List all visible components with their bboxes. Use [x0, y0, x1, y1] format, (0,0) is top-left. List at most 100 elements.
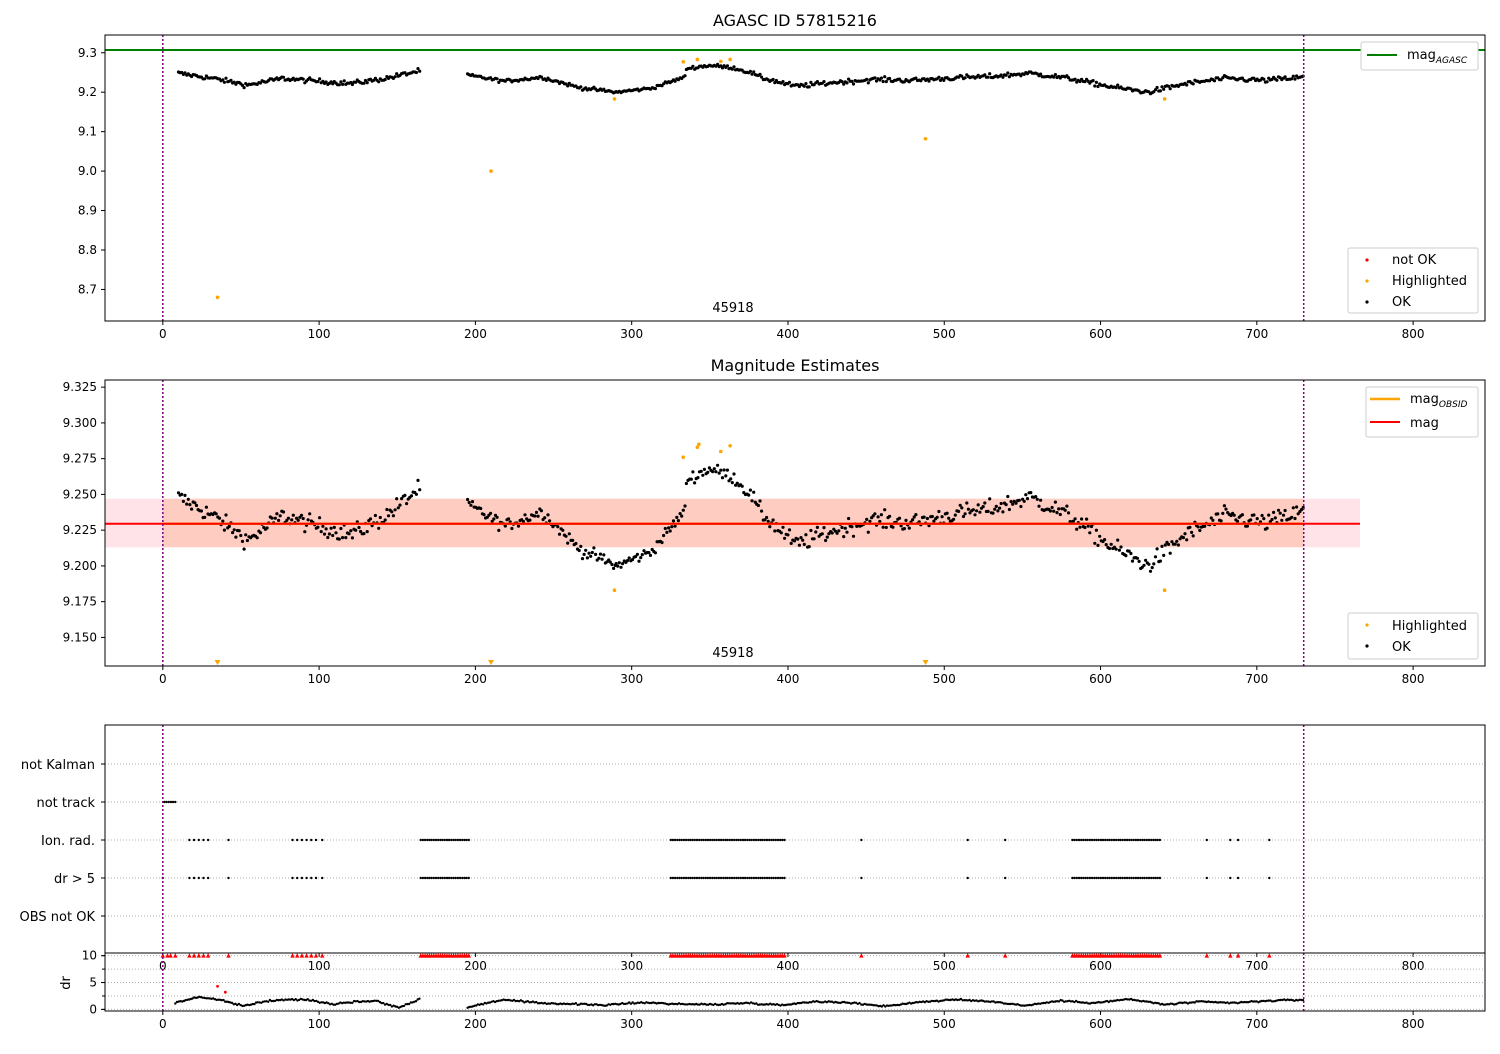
magnitude-ok-point — [1221, 511, 1225, 515]
magnitude-ok-point — [971, 508, 975, 512]
dr-point — [755, 1002, 758, 1005]
dr-point — [622, 1002, 626, 1006]
magnitude-xtick-label: 700 — [1245, 672, 1268, 686]
agasc-ok-point — [874, 79, 879, 83]
magnitude-ok-point — [865, 517, 869, 522]
flag-point — [1141, 876, 1144, 880]
dr-point — [206, 997, 210, 1000]
flag-point — [437, 838, 440, 842]
flag-point — [702, 838, 705, 842]
agasc-highlighted-point — [1162, 97, 1167, 101]
dr-point — [586, 1003, 590, 1007]
agasc-ok-point — [222, 80, 226, 84]
dr-point — [990, 1000, 994, 1003]
magnitude-ok-point — [1114, 547, 1118, 551]
magnitude-ok-point — [1119, 545, 1123, 549]
magnitude-ok-point — [986, 509, 990, 513]
dr-point — [237, 1002, 241, 1006]
flag-point — [1150, 876, 1153, 880]
flag-point — [748, 876, 751, 880]
offscale-marker — [214, 660, 221, 665]
magnitude-ok-point — [662, 533, 666, 538]
flag-point — [770, 838, 773, 842]
dr-point — [306, 998, 309, 1001]
magnitude-ok-point — [930, 514, 934, 519]
magnitude-ok-point — [799, 536, 803, 540]
magnitude-ok-point — [204, 505, 208, 509]
magnitude-ok-point — [318, 516, 322, 520]
dr-point — [406, 1002, 409, 1006]
dr-point — [1119, 998, 1123, 1002]
flag-point — [682, 838, 686, 842]
flag-point — [1139, 838, 1142, 842]
dr-point — [414, 1000, 418, 1003]
dr-point — [868, 1003, 872, 1006]
agasc-ok-point — [1053, 73, 1057, 77]
agasc-ok-point — [242, 86, 246, 90]
flag-point — [305, 838, 308, 842]
agasc-ytick-label: 9.1 — [78, 125, 97, 139]
magnitude-highlighted-point — [728, 443, 732, 448]
flag-point — [1071, 838, 1074, 842]
dr-point — [796, 1001, 799, 1005]
magnitude-ok-point — [1296, 512, 1300, 516]
flag-point — [754, 838, 758, 842]
dr-point — [277, 999, 280, 1002]
agasc-ok-point — [354, 80, 358, 84]
magnitude-ok-point — [1153, 555, 1158, 559]
magnitude-ok-point — [1050, 505, 1054, 510]
magnitude-ok-point — [725, 468, 730, 472]
flag-point — [1132, 876, 1135, 880]
magnitude-ok-point — [1004, 503, 1008, 507]
flag-point — [1132, 838, 1135, 842]
dr-point — [1006, 1002, 1009, 1006]
magnitude-ok-point — [1137, 559, 1141, 564]
magnitude-ok-point — [598, 552, 603, 556]
magnitude-ok-point — [976, 503, 980, 507]
dr-point — [507, 998, 510, 1002]
magnitude-ok-point — [925, 516, 930, 521]
dr-point — [1198, 1000, 1202, 1003]
flag-point — [728, 876, 731, 880]
dr-point — [1169, 1002, 1172, 1005]
magnitude-ok-point — [567, 532, 571, 536]
dr-capped-marker — [320, 953, 325, 958]
magnitude-ok-point — [879, 513, 884, 517]
magnitude-ok-point — [667, 526, 671, 530]
magnitude-ok-point — [377, 526, 381, 530]
flag-point — [1086, 838, 1089, 842]
dr-point — [786, 1003, 789, 1006]
agasc-xtick-label: 500 — [933, 327, 956, 341]
agasc-ok-point — [1265, 80, 1269, 84]
agasc-ok-point — [258, 81, 263, 85]
magnitude-ok-point — [1029, 491, 1033, 495]
agasc-ok-point — [1290, 77, 1294, 81]
magnitude-ok-point — [1211, 518, 1215, 522]
agasc-ok-point — [653, 87, 658, 91]
dr-point — [273, 999, 277, 1003]
dr-point — [629, 1002, 633, 1005]
magnitude-frame — [104, 379, 1486, 667]
magnitude-ok-point — [337, 537, 341, 541]
dr-point — [1045, 1001, 1049, 1004]
dr-capped-marker — [1228, 953, 1233, 958]
dr-capped-marker — [309, 953, 314, 958]
agasc-highlighted-point — [215, 295, 220, 300]
magnitude-ok-point — [1006, 494, 1010, 499]
flag-point — [454, 876, 457, 880]
agasc-ok-point — [1007, 75, 1012, 79]
magnitude-ok-point — [405, 502, 409, 506]
flag-label-not-kalman: not Kalman — [21, 758, 95, 773]
dr-point — [555, 1003, 559, 1006]
dr-point — [631, 1001, 634, 1004]
flag-point — [426, 876, 429, 880]
dr-point — [409, 1001, 413, 1004]
magnitude-ok-point — [349, 529, 353, 533]
magnitude-ok-point — [242, 547, 246, 551]
magnitude-ok-point — [873, 512, 877, 516]
dr-point — [229, 1001, 232, 1004]
dr-point — [1193, 1001, 1197, 1004]
agasc-ok-point — [1153, 88, 1158, 92]
flag-point — [1093, 838, 1096, 842]
